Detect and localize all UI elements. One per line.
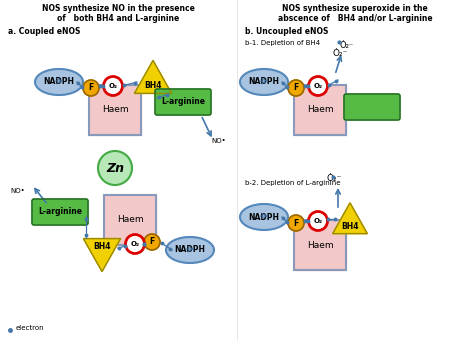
Ellipse shape	[240, 204, 288, 230]
Text: Haem: Haem	[307, 105, 333, 115]
Text: Haem: Haem	[117, 216, 143, 224]
Text: F: F	[149, 237, 155, 247]
Text: Ȯ₂⁻: Ȯ₂⁻	[332, 49, 348, 58]
Text: Ȯ₂⁻: Ȯ₂⁻	[326, 174, 342, 183]
FancyBboxPatch shape	[294, 85, 346, 135]
FancyBboxPatch shape	[32, 199, 88, 225]
Text: Zn: Zn	[106, 162, 124, 175]
Text: NADPH: NADPH	[174, 246, 206, 254]
FancyBboxPatch shape	[344, 94, 400, 120]
Text: Ȯ₂⁻: Ȯ₂⁻	[340, 41, 354, 50]
Text: O₂: O₂	[313, 83, 323, 89]
Text: NADPH: NADPH	[248, 212, 280, 222]
Text: L-arginine: L-arginine	[38, 208, 82, 217]
Text: NOS synthesize NO in the presence: NOS synthesize NO in the presence	[42, 4, 194, 13]
Circle shape	[144, 234, 160, 250]
Text: NADPH: NADPH	[248, 77, 280, 87]
Circle shape	[288, 215, 304, 231]
Polygon shape	[135, 60, 172, 93]
Text: O₂: O₂	[109, 83, 118, 89]
Text: Haem: Haem	[307, 240, 333, 250]
Text: NOS synthesize superoxide in the: NOS synthesize superoxide in the	[282, 4, 428, 13]
Text: a. Coupled eNOS: a. Coupled eNOS	[8, 27, 81, 36]
Circle shape	[309, 211, 328, 231]
Text: F: F	[293, 219, 299, 227]
Text: L-arginine: L-arginine	[161, 98, 205, 106]
Text: Haem: Haem	[102, 105, 128, 115]
Circle shape	[288, 80, 304, 96]
Text: b-1. Depletion of BH4: b-1. Depletion of BH4	[245, 40, 320, 46]
Text: O₂: O₂	[130, 241, 139, 247]
Text: NADPH: NADPH	[44, 77, 74, 87]
FancyBboxPatch shape	[89, 85, 141, 135]
Text: F: F	[88, 84, 94, 92]
FancyBboxPatch shape	[294, 220, 346, 270]
Polygon shape	[333, 203, 367, 234]
Circle shape	[309, 76, 328, 95]
Text: NO•: NO•	[10, 188, 25, 194]
Text: NO•: NO•	[211, 138, 226, 144]
FancyBboxPatch shape	[104, 195, 156, 245]
Circle shape	[103, 76, 122, 95]
Text: b-2. Depletion of L-arginine: b-2. Depletion of L-arginine	[245, 180, 340, 186]
Text: BH4: BH4	[144, 81, 162, 90]
Text: BH4: BH4	[341, 222, 359, 231]
Circle shape	[98, 151, 132, 185]
Circle shape	[126, 235, 145, 253]
Text: O₂: O₂	[313, 218, 323, 224]
Text: abscence of   BH4 and/or L-arginine: abscence of BH4 and/or L-arginine	[278, 14, 432, 23]
FancyBboxPatch shape	[155, 89, 211, 115]
Circle shape	[83, 80, 99, 96]
Text: of   both BH4 and L-arginine: of both BH4 and L-arginine	[57, 14, 179, 23]
Text: F: F	[293, 84, 299, 92]
Text: electron: electron	[16, 325, 45, 331]
Polygon shape	[83, 239, 120, 271]
Text: b. Uncoupled eNOS: b. Uncoupled eNOS	[245, 27, 328, 36]
Ellipse shape	[35, 69, 83, 95]
Ellipse shape	[166, 237, 214, 263]
Text: BH4: BH4	[93, 242, 111, 251]
Ellipse shape	[240, 69, 288, 95]
